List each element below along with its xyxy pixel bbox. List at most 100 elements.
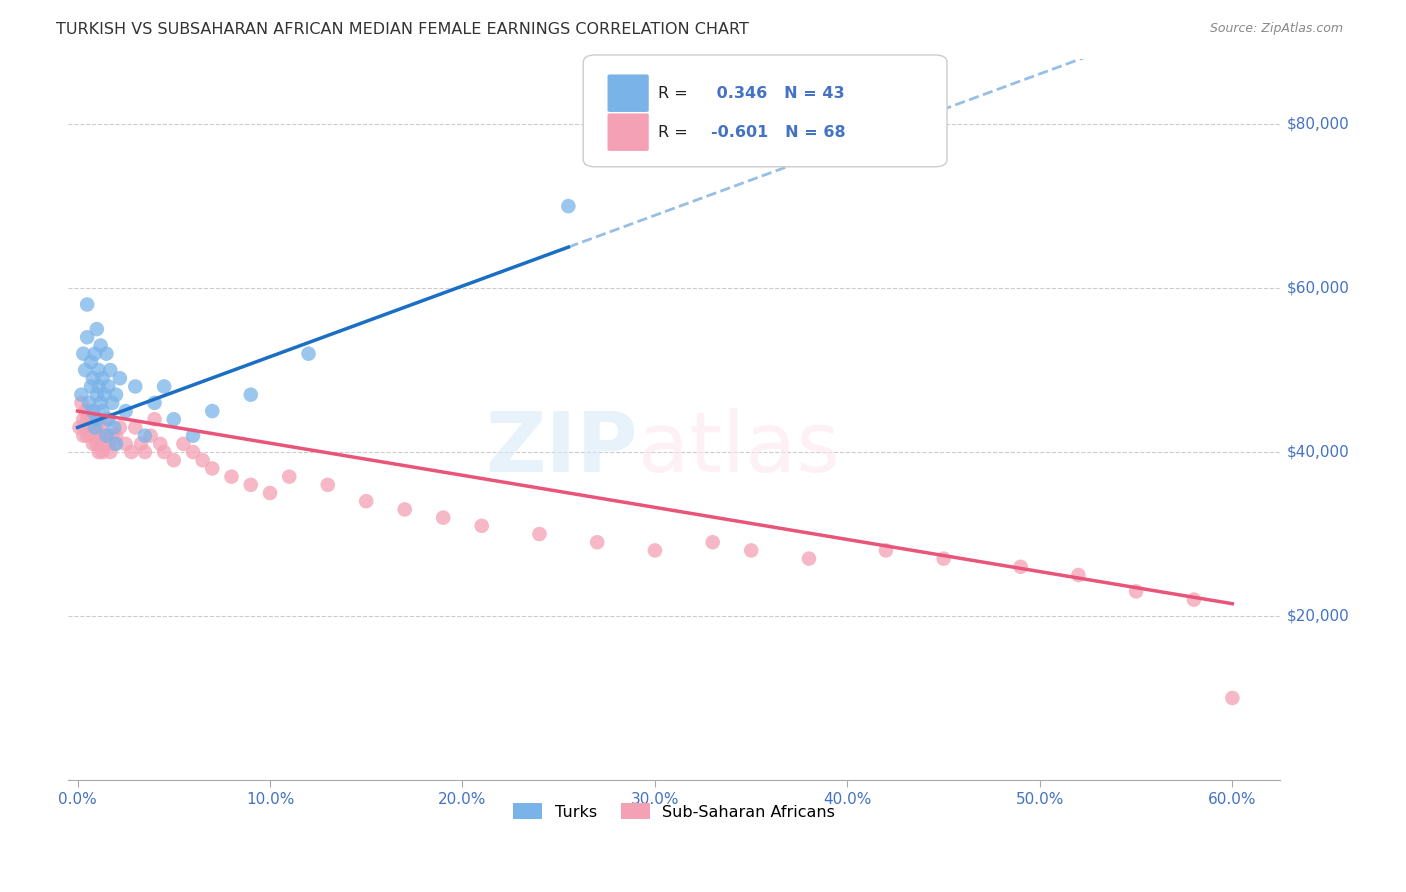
Point xyxy=(82,371,104,385)
Point xyxy=(98,363,121,377)
Point xyxy=(471,518,494,533)
Text: 0.346   N = 43: 0.346 N = 43 xyxy=(710,86,844,101)
Point xyxy=(76,412,98,426)
Point xyxy=(139,428,162,442)
Point xyxy=(91,404,114,418)
Point xyxy=(97,379,120,393)
Point xyxy=(86,437,108,451)
Point xyxy=(77,404,100,418)
Point xyxy=(96,347,118,361)
Point xyxy=(90,396,112,410)
Text: -0.601   N = 68: -0.601 N = 68 xyxy=(710,125,845,140)
Point xyxy=(80,428,103,442)
Text: atlas: atlas xyxy=(638,408,839,489)
Point xyxy=(80,412,103,426)
Point xyxy=(77,420,100,434)
Point xyxy=(72,428,94,442)
Point xyxy=(163,453,186,467)
Point xyxy=(181,445,204,459)
Point xyxy=(586,535,609,549)
Point xyxy=(644,543,666,558)
Point xyxy=(86,420,108,434)
Text: R =: R = xyxy=(658,125,693,140)
Point xyxy=(432,510,454,524)
Point xyxy=(96,428,118,442)
Point xyxy=(76,297,98,311)
Point xyxy=(76,428,98,442)
Point xyxy=(181,428,204,442)
Text: $40,000: $40,000 xyxy=(1286,444,1350,459)
Point xyxy=(91,445,114,459)
Point xyxy=(1010,559,1032,574)
Point xyxy=(83,420,105,434)
Point xyxy=(93,387,115,401)
Point xyxy=(875,543,897,558)
Point xyxy=(96,412,118,426)
Point xyxy=(75,404,97,418)
Point xyxy=(90,338,112,352)
Point xyxy=(201,404,224,418)
Point xyxy=(90,420,112,434)
Point xyxy=(105,437,128,451)
Point xyxy=(354,494,377,508)
Point xyxy=(163,412,186,426)
Point xyxy=(239,478,262,492)
Point xyxy=(103,437,125,451)
FancyBboxPatch shape xyxy=(607,113,648,151)
Point xyxy=(70,396,93,410)
Point xyxy=(149,437,172,451)
Point xyxy=(191,453,214,467)
Point xyxy=(153,379,176,393)
Point xyxy=(80,379,103,393)
Point xyxy=(83,412,105,426)
Point xyxy=(90,437,112,451)
Point xyxy=(86,322,108,336)
Point xyxy=(740,543,762,558)
Point xyxy=(797,551,820,566)
Point xyxy=(75,420,97,434)
Point xyxy=(278,469,301,483)
Point xyxy=(103,420,125,434)
Point xyxy=(91,371,114,385)
Point xyxy=(316,478,339,492)
Point xyxy=(87,445,110,459)
Text: $80,000: $80,000 xyxy=(1286,117,1350,132)
Text: TURKISH VS SUBSAHARAN AFRICAN MEDIAN FEMALE EARNINGS CORRELATION CHART: TURKISH VS SUBSAHARAN AFRICAN MEDIAN FEM… xyxy=(56,22,749,37)
Point xyxy=(86,387,108,401)
Point xyxy=(87,363,110,377)
Point xyxy=(221,469,243,483)
Point xyxy=(124,379,146,393)
Point xyxy=(124,420,146,434)
Point xyxy=(91,428,114,442)
Point xyxy=(87,379,110,393)
Point xyxy=(105,428,128,442)
Point xyxy=(72,347,94,361)
Point xyxy=(1125,584,1147,599)
Point xyxy=(70,387,93,401)
Point xyxy=(98,445,121,459)
Point xyxy=(239,387,262,401)
Point xyxy=(529,527,551,541)
Point xyxy=(101,428,124,442)
Point xyxy=(114,437,136,451)
Point xyxy=(97,437,120,451)
Point xyxy=(134,445,156,459)
Point xyxy=(1182,592,1205,607)
Point xyxy=(77,396,100,410)
Point xyxy=(201,461,224,475)
Point xyxy=(72,412,94,426)
Point xyxy=(87,428,110,442)
Point xyxy=(75,363,97,377)
Point xyxy=(129,437,152,451)
Text: $60,000: $60,000 xyxy=(1286,281,1350,295)
Point xyxy=(86,412,108,426)
Point xyxy=(557,199,579,213)
Point xyxy=(108,371,131,385)
Point xyxy=(153,445,176,459)
Point xyxy=(172,437,194,451)
FancyBboxPatch shape xyxy=(583,55,948,167)
Point xyxy=(101,396,124,410)
Point xyxy=(120,445,142,459)
Point xyxy=(1067,568,1090,582)
Point xyxy=(259,486,281,500)
